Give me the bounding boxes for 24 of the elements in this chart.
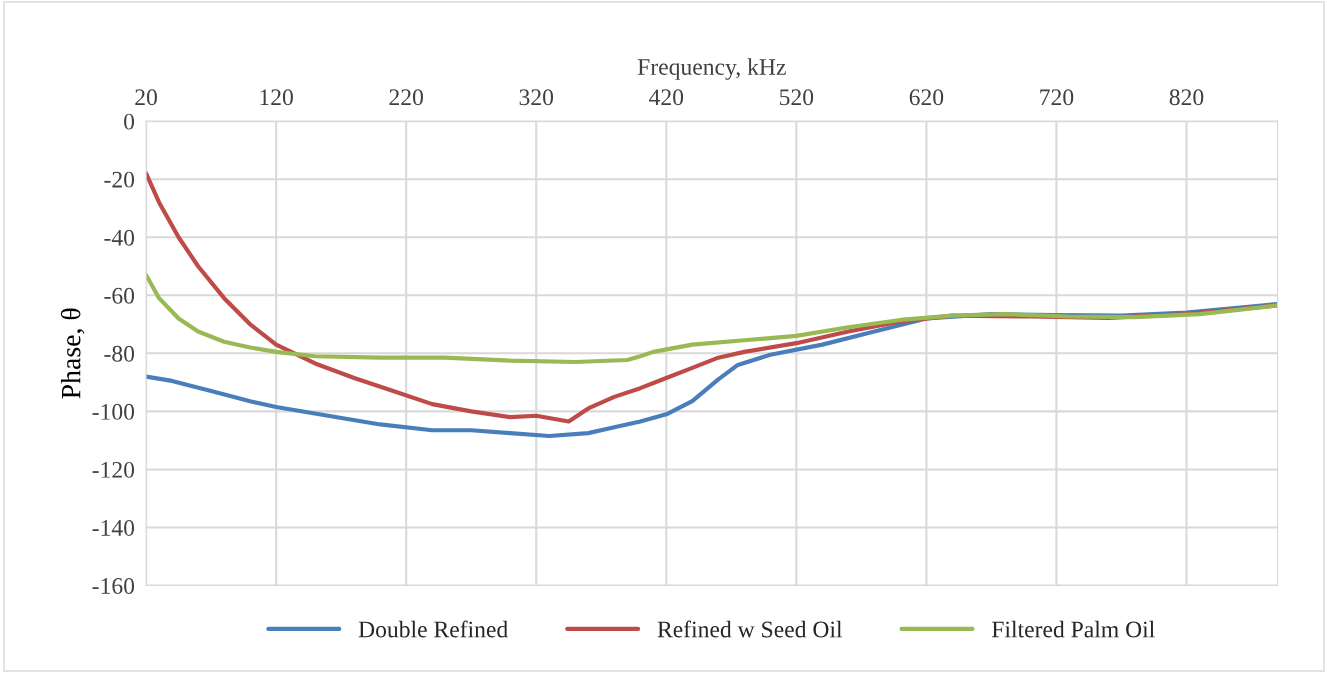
x-tick-label: 220: [389, 89, 423, 106]
x-tick-label: 720: [1040, 89, 1074, 106]
x-tick-label: 120: [260, 89, 293, 106]
y-tick-label: -120: [92, 461, 135, 478]
y-tick-label: -20: [104, 171, 135, 188]
y-tick-label: -140: [92, 519, 135, 536]
x-tick-label: 620: [909, 89, 944, 106]
x-tick-label: 820: [1169, 89, 1204, 106]
legend-label: Refined w Seed Oil: [657, 620, 843, 638]
y-axis-title: Phase, θ: [60, 308, 85, 399]
y-tick-label: -100: [92, 403, 135, 420]
x-axis-title: Frequency, kHz: [637, 58, 786, 80]
legend-label: Double Refined: [358, 620, 508, 638]
y-tick-label: -40: [104, 229, 135, 246]
x-tick-label: 20: [135, 89, 157, 106]
line-series: [146, 272, 1278, 365]
x-tick-label: 520: [780, 89, 814, 106]
y-tick-label: -80: [104, 345, 135, 362]
x-tick-label: 420: [649, 89, 684, 106]
x-tick-label: 320: [519, 89, 554, 106]
y-tick-label: 0: [124, 113, 135, 130]
y-tick-label: -60: [104, 287, 135, 304]
legend-label: Filtered Palm Oil: [991, 620, 1155, 638]
y-tick-label: -160: [92, 578, 135, 594]
